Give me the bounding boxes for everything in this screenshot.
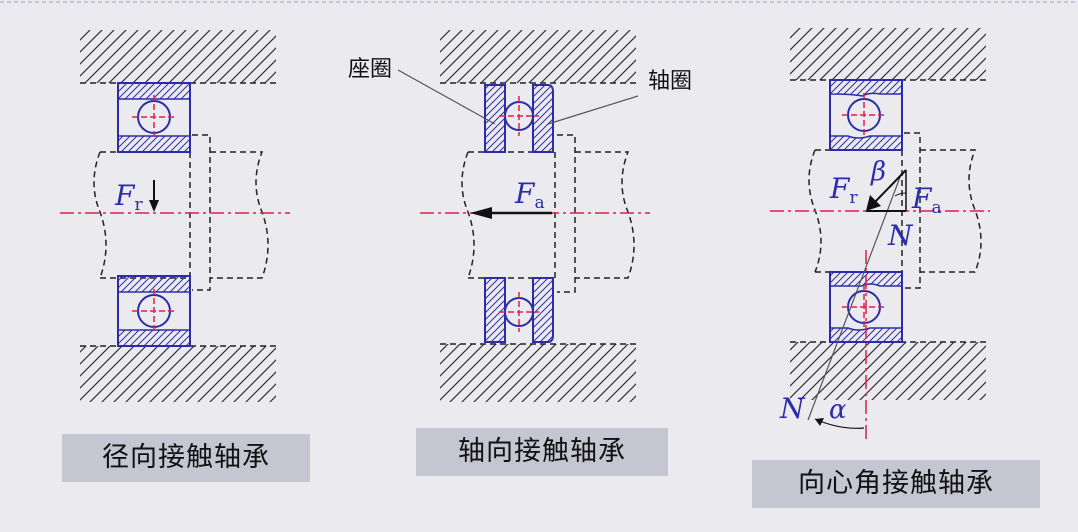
shaft-left bbox=[93, 151, 191, 279]
radial-bearing-top bbox=[117, 82, 191, 153]
housing-bottom-hatch bbox=[790, 342, 986, 400]
shaft-ring-bottom bbox=[532, 277, 554, 343]
radial-bearing-diagram: Fr bbox=[60, 30, 290, 402]
shaft-right bbox=[210, 151, 269, 279]
shaft-ring-callout: 轴圈 bbox=[648, 69, 692, 94]
axial-force-arrowhead bbox=[470, 207, 492, 219]
seat-ring-callout: 座圈 bbox=[348, 57, 392, 82]
normal-force-label-upper: N bbox=[887, 219, 914, 252]
axial-bearing-bottom bbox=[484, 277, 554, 343]
housing-top-hatch bbox=[440, 30, 636, 83]
shaft-shoulder bbox=[557, 134, 576, 293]
axial-force-label: Fa bbox=[514, 177, 545, 213]
shaft-left bbox=[461, 151, 556, 279]
housing-bottom-hatch bbox=[80, 346, 276, 402]
radial-force-label: Fr bbox=[114, 179, 143, 215]
shaft-right bbox=[575, 151, 635, 279]
radial-bearing-caption: 径向接触轴承 bbox=[62, 434, 310, 482]
housing-bottom-hatch bbox=[440, 344, 636, 402]
angular-bearing-top bbox=[829, 79, 903, 151]
angular-contact-bearing-diagram: Fr Fa β N N α bbox=[770, 28, 990, 440]
angular-contact-bearing-caption: 向心角接触轴承 bbox=[752, 460, 1040, 508]
beta-arc bbox=[894, 192, 907, 197]
shaft-ring-leader bbox=[547, 95, 639, 125]
housing-top-hatch bbox=[80, 30, 276, 83]
contact-line bbox=[807, 171, 903, 421]
angular-bearing-bottom bbox=[829, 271, 903, 343]
axial-bearing-caption: 轴向接触轴承 bbox=[416, 428, 668, 476]
normal-force-label-lower: N bbox=[779, 392, 806, 425]
shaft-ring-top bbox=[532, 84, 554, 153]
seat-ring-bottom bbox=[484, 277, 506, 343]
seat-ring-top bbox=[484, 84, 506, 153]
resultant-force-arrow bbox=[873, 169, 907, 204]
radial-bearing-bottom bbox=[117, 275, 191, 347]
alpha-label: α bbox=[829, 395, 847, 425]
resultant-force-arrowhead bbox=[866, 195, 881, 211]
radial-force-arrowhead bbox=[149, 200, 159, 212]
axial-bearing-diagram: 座圈 轴圈 Fa bbox=[348, 30, 692, 402]
axial-bearing-top bbox=[484, 84, 554, 153]
housing-top-hatch bbox=[790, 28, 986, 80]
radial-force-label: Fr bbox=[829, 172, 858, 208]
beta-label: β bbox=[870, 157, 886, 187]
alpha-arc-arrowhead bbox=[815, 418, 824, 426]
axial-force-label: Fa bbox=[911, 182, 942, 218]
seat-ring-leader bbox=[397, 69, 496, 125]
